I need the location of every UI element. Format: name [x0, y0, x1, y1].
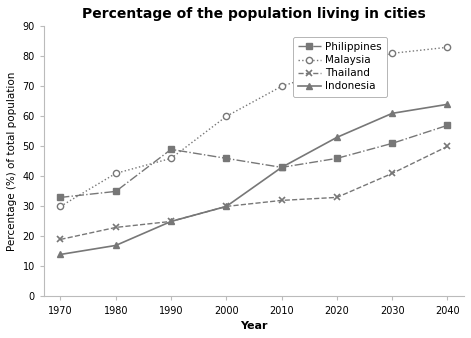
Thailand: [445, 144, 450, 148]
Malaysia: [57, 204, 63, 209]
Indonesia: [279, 165, 284, 169]
Indonesia: [168, 219, 174, 223]
Thailand: [168, 219, 174, 223]
Indonesia: [113, 243, 119, 247]
Malaysia: [445, 45, 450, 49]
Line: Indonesia: Indonesia: [57, 101, 451, 258]
Thailand: [279, 198, 284, 202]
Malaysia: [279, 84, 284, 88]
Malaysia: [113, 171, 119, 175]
Indonesia: [334, 135, 340, 139]
Indonesia: [224, 204, 229, 209]
Malaysia: [390, 51, 395, 55]
Philippines: [168, 147, 174, 151]
Malaysia: [334, 66, 340, 70]
Philippines: [445, 123, 450, 127]
Philippines: [334, 156, 340, 161]
Title: Percentage of the population living in cities: Percentage of the population living in c…: [82, 7, 426, 21]
Indonesia: [445, 102, 450, 106]
Malaysia: [168, 156, 174, 161]
Malaysia: [224, 114, 229, 118]
Thailand: [57, 237, 63, 241]
Line: Philippines: Philippines: [57, 122, 451, 200]
Thailand: [113, 225, 119, 230]
Thailand: [334, 195, 340, 199]
Indonesia: [57, 252, 63, 257]
Philippines: [279, 165, 284, 169]
Thailand: [390, 171, 395, 175]
Line: Thailand: Thailand: [57, 143, 451, 243]
Thailand: [224, 204, 229, 209]
Y-axis label: Percentage (%) of total population: Percentage (%) of total population: [7, 72, 17, 251]
Philippines: [57, 195, 63, 199]
Indonesia: [390, 111, 395, 115]
Philippines: [224, 156, 229, 161]
Philippines: [390, 141, 395, 145]
Line: Malaysia: Malaysia: [57, 44, 451, 210]
Legend: Philippines, Malaysia, Thailand, Indonesia: Philippines, Malaysia, Thailand, Indones…: [293, 37, 387, 97]
X-axis label: Year: Year: [240, 321, 268, 331]
Philippines: [113, 189, 119, 193]
